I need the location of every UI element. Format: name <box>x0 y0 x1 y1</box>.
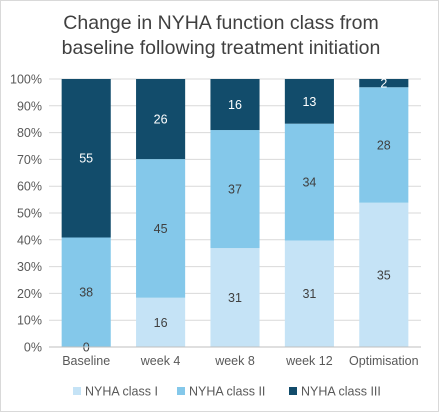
chart-title-line-1: Change in NYHA function class from <box>63 12 379 34</box>
data-label: 26 <box>154 113 168 127</box>
y-tick-label: 0% <box>24 341 42 355</box>
data-label: 34 <box>302 176 316 190</box>
x-tick-label: week 8 <box>214 354 255 368</box>
y-tick-label: 10% <box>17 314 42 328</box>
data-label: 38 <box>79 286 93 300</box>
bar-segment <box>210 79 260 131</box>
data-label: 55 <box>79 152 93 166</box>
data-label: 31 <box>302 287 316 301</box>
bar-segment <box>136 79 186 160</box>
data-label: 35 <box>377 268 391 282</box>
bar-segment <box>61 237 111 347</box>
x-tick-label: week 4 <box>140 354 181 368</box>
bar-segment <box>136 297 186 347</box>
data-label: 16 <box>154 316 168 330</box>
data-label: 31 <box>228 291 242 305</box>
data-label: 45 <box>154 222 168 236</box>
y-tick-label: 80% <box>17 126 42 140</box>
legend-swatch <box>177 387 185 395</box>
chart-title: Change in NYHA function class from basel… <box>1 11 440 61</box>
legend-label: NYHA class III <box>301 385 381 399</box>
bar-segment <box>359 79 409 88</box>
bar-segment <box>210 130 260 249</box>
data-label: 2 <box>380 77 387 91</box>
legend-swatch <box>289 387 297 395</box>
data-label: 37 <box>228 183 242 197</box>
bar-segment <box>61 79 111 238</box>
y-tick-label: 70% <box>17 153 42 167</box>
data-label: 16 <box>228 98 242 112</box>
y-tick-label: 50% <box>17 207 42 221</box>
legend: NYHA class I NYHA class II NYHA class III <box>73 385 381 399</box>
bar-segment <box>359 202 409 347</box>
legend-label: NYHA class II <box>189 385 265 399</box>
data-label: 13 <box>302 95 316 109</box>
bar-segment <box>359 87 409 203</box>
y-tick-label: 60% <box>17 180 42 194</box>
bar-segment <box>210 248 260 347</box>
x-tick-label: Baseline <box>62 354 110 368</box>
axes: 0% 10% 20% 30% 40% 50% 60% 70% 80% 90% 100% Baselin… <box>10 73 421 368</box>
bar-segment <box>284 79 334 124</box>
x-tick-label: week 12 <box>285 354 333 368</box>
bars <box>61 79 409 347</box>
bar-segment <box>284 123 334 241</box>
data-label: 28 <box>377 138 391 152</box>
chart-title-line-2: baseline following treatment initiation <box>61 37 381 59</box>
y-tick-label: 20% <box>17 287 42 301</box>
x-tick-label: Optimisation <box>349 354 419 368</box>
bar-segment <box>284 240 334 347</box>
legend-swatch <box>73 387 81 395</box>
y-tick-label: 40% <box>17 233 42 247</box>
legend-label: NYHA class I <box>85 385 158 399</box>
y-tick-label: 30% <box>17 260 42 274</box>
y-tick-label: 100% <box>10 73 42 87</box>
bar-segment <box>136 159 186 298</box>
y-tick-label: 90% <box>17 99 42 113</box>
